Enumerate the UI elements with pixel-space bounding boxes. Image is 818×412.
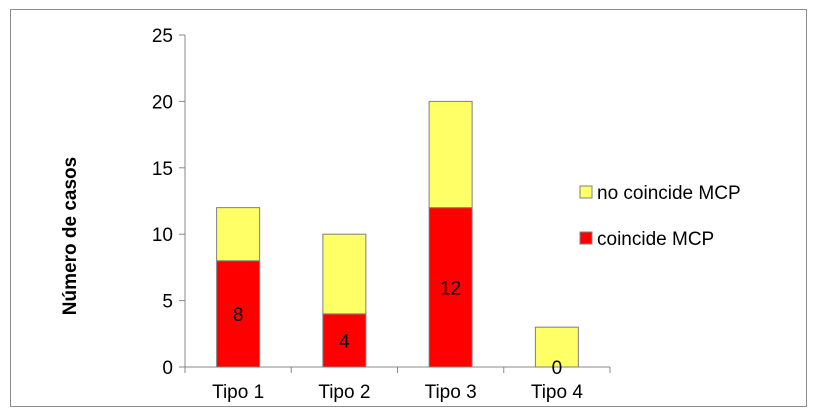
x-tick-label: Tipo 3	[425, 382, 477, 403]
legend-swatch	[579, 185, 593, 199]
legend-swatch	[579, 231, 593, 245]
bar-segment	[322, 233, 367, 315]
x-tick-label: Tipo 1	[212, 382, 264, 403]
data-label: 0	[552, 358, 563, 379]
bar-segment	[216, 207, 261, 262]
bar-segment	[216, 260, 261, 368]
legend-label: no coincide MCP	[597, 183, 741, 204]
bar-segment	[428, 207, 473, 368]
y-tick-label: 10	[152, 225, 173, 246]
data-label: 12	[440, 278, 461, 299]
data-label: 8	[233, 305, 244, 326]
y-tick-label: 5	[162, 292, 173, 313]
x-tick-label: Tipo 2	[318, 382, 370, 403]
bar-segment	[428, 100, 473, 209]
x-tick-label: Tipo 4	[531, 382, 584, 403]
bars	[216, 100, 579, 368]
axes: 0 5 10 15 20 25 Tipo 1 Tipo 2 Tipo 3 Tipo 4	[152, 26, 611, 403]
bar-segment	[534, 326, 579, 368]
labels: 8 4 12 0	[233, 278, 562, 379]
y-tick-label: 25	[152, 26, 173, 47]
y-tick-label: 20	[152, 92, 173, 113]
chart-area	[10, 9, 807, 407]
y-tick-label: 15	[152, 159, 173, 180]
data-label: 4	[339, 331, 350, 352]
legend-label: coincide MCP	[597, 229, 714, 250]
legend: no coincide MCP coincide MCP	[579, 183, 741, 250]
bar-segment	[322, 313, 367, 368]
y-tick-label: 0	[162, 358, 173, 379]
y-axis-label: Número de casos	[60, 157, 81, 315]
